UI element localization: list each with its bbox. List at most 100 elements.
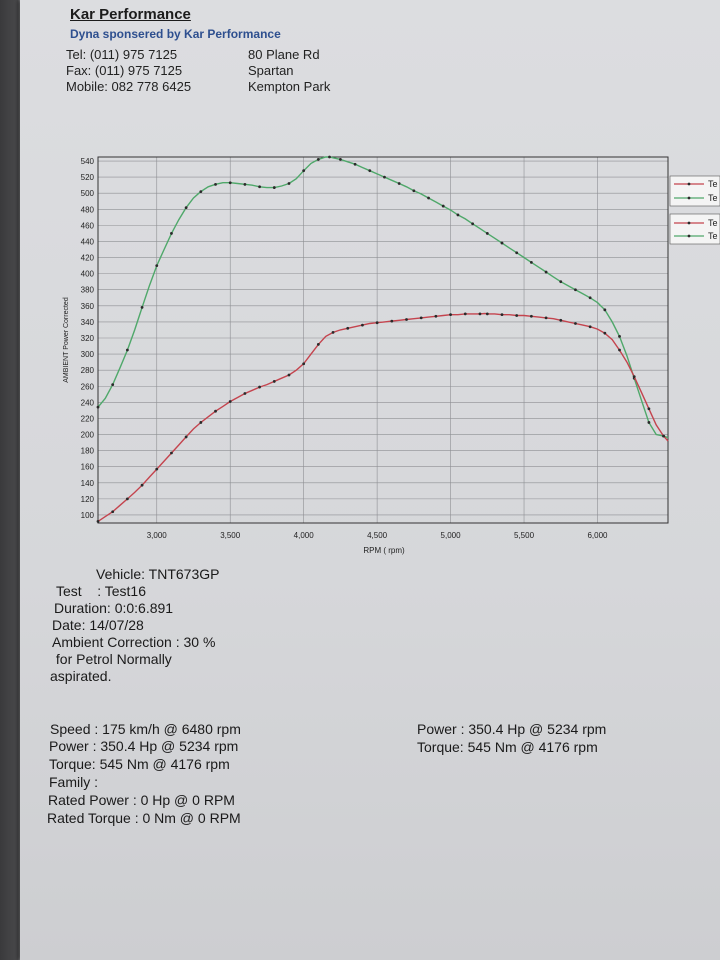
y-tick-label: 360 — [81, 302, 95, 311]
summary-torque: Torque: 545 Nm @ 4176 rpm — [417, 739, 598, 755]
data-point — [184, 206, 188, 210]
data-point — [419, 316, 423, 320]
data-point — [258, 185, 261, 189]
data-point — [328, 155, 331, 159]
y-tick-label: 180 — [81, 447, 95, 456]
data-point — [383, 175, 386, 179]
data-point — [184, 435, 188, 439]
series-line-2 — [97, 312, 669, 522]
y-tick-label: 100 — [81, 511, 95, 520]
data-point — [463, 312, 467, 316]
data-point — [618, 334, 621, 338]
y-tick-label: 160 — [81, 463, 95, 472]
sponsor-line: Dyna sponsered by Kar Performance — [70, 27, 281, 41]
legend-box-2 — [669, 213, 720, 245]
x-tick-label: 5,000 — [441, 531, 462, 540]
y-tick-label: 400 — [81, 270, 95, 279]
data-point — [199, 421, 203, 424]
data-point — [287, 373, 291, 377]
y-tick-label: 300 — [81, 350, 95, 359]
test-date: Date: 14/07/28 — [52, 617, 144, 633]
x-tick-label: 3,000 — [147, 531, 168, 540]
data-point — [397, 182, 401, 185]
data-point — [368, 169, 372, 173]
data-point — [529, 260, 533, 264]
y-tick-label: 280 — [81, 366, 95, 375]
data-point — [155, 264, 159, 267]
result-family: Family : — [49, 774, 98, 790]
data-point — [500, 241, 504, 245]
legend-label: Te — [708, 218, 718, 228]
x-tick-label: 6,000 — [587, 531, 608, 540]
y-tick-label: 440 — [81, 237, 95, 246]
legend-label: Te — [708, 193, 718, 203]
legend-marker — [687, 196, 691, 200]
test-name: Test : Test16 — [56, 583, 147, 599]
legend-marker — [687, 234, 691, 238]
y-tick-label: 240 — [81, 398, 95, 407]
data-point — [603, 308, 607, 312]
y-tick-label: 340 — [81, 318, 95, 327]
data-point — [338, 158, 342, 161]
x-axis-label: RPM ( rpm) — [363, 546, 405, 555]
data-point — [228, 400, 232, 403]
data-point — [544, 316, 548, 320]
y-tick-label: 500 — [81, 189, 95, 198]
y-tick-label: 140 — [81, 479, 95, 488]
address-street: 80 Plane Rd — [248, 47, 320, 62]
data-point — [441, 204, 445, 208]
data-point — [456, 213, 460, 217]
data-point — [316, 158, 320, 161]
data-point — [96, 519, 100, 523]
data-point — [361, 323, 364, 327]
chart-series — [96, 155, 669, 523]
x-tick-label: 4,000 — [294, 531, 315, 540]
data-point — [331, 330, 335, 334]
x-tick-label: 3,500 — [220, 531, 241, 540]
y-tick-label: 520 — [81, 173, 95, 182]
data-point — [588, 296, 592, 300]
data-point — [662, 434, 665, 438]
data-point — [588, 325, 592, 329]
address-suburb: Spartan — [248, 63, 294, 78]
y-tick-label: 540 — [81, 157, 95, 166]
data-point — [170, 451, 173, 455]
data-point — [574, 288, 577, 292]
y-tick-label: 220 — [81, 414, 95, 423]
data-point — [272, 380, 276, 383]
data-point — [515, 251, 519, 255]
x-axis-ticks: 3,000 3,500 4,000 4,500 5,000 5,500 6,000 — [147, 531, 608, 540]
data-point — [375, 321, 379, 325]
data-point — [647, 407, 651, 411]
data-point — [302, 362, 306, 366]
chart-legend: Te Te Te Te — [669, 175, 720, 245]
rated-torque: Rated Torque : 0 Nm @ 0 RPM — [47, 810, 241, 826]
dyno-report-sheet — [20, 0, 720, 960]
test-duration: Duration: 0:0:6.891 — [54, 600, 174, 616]
data-point — [170, 232, 173, 235]
y-tick-label: 460 — [81, 221, 95, 230]
data-point — [427, 196, 430, 200]
result-speed: Speed : 175 km/h @ 6480 rpm — [50, 721, 241, 737]
data-point — [478, 312, 482, 316]
series-line-1 — [97, 156, 669, 439]
data-point — [125, 348, 129, 352]
x-tick-label: 4,500 — [367, 531, 388, 540]
company-name: Kar Performance — [70, 6, 191, 23]
y-tick-label: 480 — [81, 205, 95, 214]
data-point — [647, 421, 651, 424]
legend-label: Te — [708, 231, 718, 241]
data-point — [529, 314, 533, 318]
data-point — [353, 162, 357, 166]
data-point — [449, 313, 452, 317]
plot-frame — [97, 156, 669, 524]
legend-box-1 — [669, 175, 720, 207]
data-point — [96, 405, 100, 409]
data-point — [125, 497, 129, 501]
data-point — [471, 222, 475, 226]
data-point — [500, 313, 504, 317]
data-point — [515, 314, 519, 317]
y-tick-label: 320 — [81, 334, 95, 343]
result-torque: Torque: 545 Nm @ 4176 rpm — [49, 756, 230, 772]
data-point — [485, 312, 489, 316]
